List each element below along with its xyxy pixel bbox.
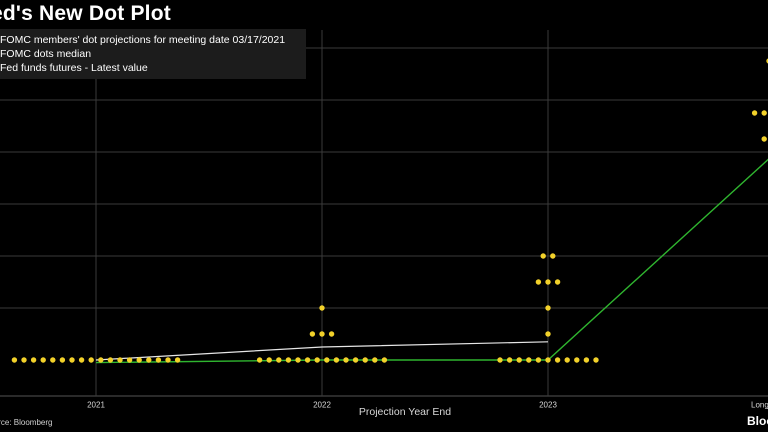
fomc-dot bbox=[88, 357, 94, 363]
legend: FOMC members' dot projections for meetin… bbox=[0, 29, 306, 79]
fomc-dot bbox=[98, 357, 104, 363]
x-tick-label: 2022 bbox=[313, 401, 331, 410]
fomc-dot bbox=[69, 357, 75, 363]
fomc-dot bbox=[545, 305, 551, 311]
fomc-dot bbox=[304, 357, 311, 363]
fomc-dot bbox=[165, 357, 171, 363]
fomc-dot bbox=[78, 357, 85, 363]
fomc-dot bbox=[276, 357, 282, 363]
median-line bbox=[95, 341, 549, 361]
dot-layer bbox=[11, 58, 768, 363]
fomc-dot bbox=[30, 357, 37, 363]
x-tick-label: Longer run bbox=[751, 401, 768, 410]
fomc-dot bbox=[256, 357, 263, 363]
fomc-dot bbox=[506, 357, 513, 363]
fomc-dot bbox=[516, 357, 522, 363]
fomc-dot bbox=[593, 357, 599, 363]
brand-logo: Bloomberg bbox=[747, 414, 768, 428]
fomc-dot bbox=[343, 357, 349, 363]
fomc-dot bbox=[21, 357, 27, 363]
fomc-dot bbox=[554, 279, 561, 285]
fomc-dot bbox=[540, 253, 546, 259]
fomc-dot bbox=[285, 357, 292, 363]
fomc-dot bbox=[574, 357, 580, 363]
fomc-dot bbox=[497, 357, 503, 363]
fomc-dot bbox=[146, 357, 152, 363]
fomc-dot bbox=[295, 357, 301, 363]
fomc-dot bbox=[309, 331, 316, 337]
source-note: Source: Bloomberg bbox=[0, 418, 53, 427]
legend-label-futures: Fed funds futures - Latest value bbox=[0, 62, 148, 74]
fomc-dot bbox=[761, 136, 767, 142]
fomc-dot bbox=[324, 357, 330, 363]
fomc-dot bbox=[107, 357, 114, 363]
fomc-dot bbox=[333, 357, 340, 363]
legend-item-dots: FOMC members' dot projections for meetin… bbox=[0, 33, 306, 47]
fomc-dot bbox=[761, 110, 767, 116]
legend-item-median: FOMC dots median bbox=[0, 47, 306, 61]
fomc-dot bbox=[545, 279, 551, 285]
fomc-dot bbox=[155, 357, 162, 363]
fomc-dot bbox=[545, 357, 551, 363]
fomc-dot bbox=[535, 279, 542, 285]
fomc-dot bbox=[545, 331, 551, 337]
fomc-dot bbox=[136, 357, 142, 363]
chart-title: Fed's New Dot Plot bbox=[0, 2, 171, 25]
legend-label-median: FOMC dots median bbox=[0, 48, 92, 60]
fomc-dot bbox=[126, 357, 133, 363]
fomc-dot bbox=[314, 357, 320, 363]
legend-label-dots: FOMC members' dot projections for meetin… bbox=[0, 34, 286, 46]
fomc-dot bbox=[352, 357, 359, 363]
fomc-dot bbox=[550, 253, 556, 259]
fomc-dot bbox=[117, 357, 123, 363]
fomc-dot bbox=[319, 305, 325, 311]
fomc-dot bbox=[583, 357, 590, 363]
fomc-dot bbox=[554, 357, 561, 363]
x-axis-label: Projection Year End bbox=[359, 406, 451, 418]
tick-layer: 2021 2022 2023 Longer run bbox=[87, 401, 768, 410]
fomc-dot bbox=[11, 357, 18, 363]
line-layer bbox=[95, 158, 768, 364]
fomc-dot bbox=[319, 331, 325, 337]
futures-line bbox=[95, 158, 768, 364]
fomc-dot bbox=[40, 357, 46, 363]
fomc-dot bbox=[59, 357, 66, 363]
x-tick-label: 2021 bbox=[87, 401, 105, 410]
fomc-dot bbox=[266, 357, 272, 363]
fomc-dot bbox=[372, 357, 378, 363]
fomc-dot bbox=[50, 357, 56, 363]
x-tick-label: 2023 bbox=[539, 401, 557, 410]
legend-item-futures: Fed funds futures - Latest value bbox=[0, 61, 306, 75]
fomc-dot bbox=[328, 331, 335, 337]
fomc-dot bbox=[381, 357, 388, 363]
fomc-dot bbox=[362, 357, 368, 363]
fomc-dot bbox=[564, 357, 570, 363]
grid-layer bbox=[0, 30, 768, 397]
fomc-dot bbox=[174, 357, 181, 363]
fomc-dot bbox=[526, 357, 532, 363]
fomc-dot bbox=[751, 110, 758, 116]
fomc-dot bbox=[535, 357, 542, 363]
